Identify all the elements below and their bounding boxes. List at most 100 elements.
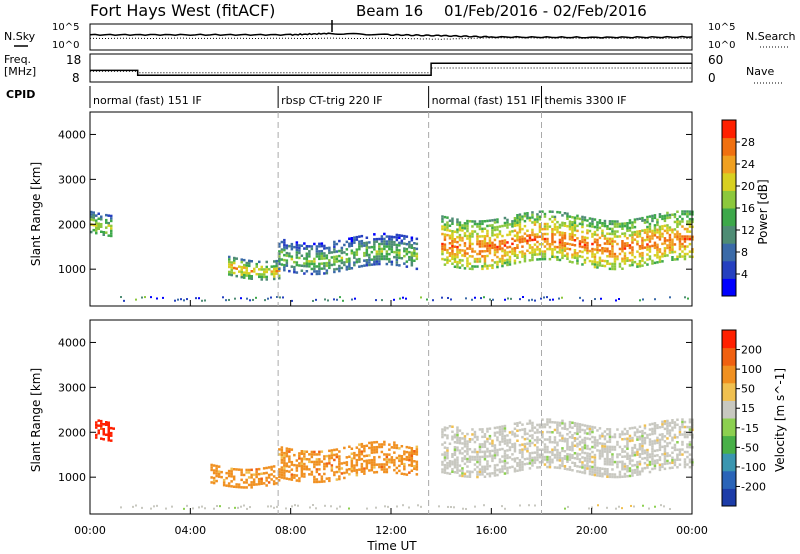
heatmap-cell [511,230,514,233]
heatmap-cell [563,242,567,245]
heatmap-cell [107,224,110,227]
heatmap-cell [668,441,672,445]
heatmap-cell [343,251,346,254]
heatmap-cell [551,235,554,238]
heatmap-cell [638,435,642,438]
heatmap-cell [275,262,278,265]
heatmap-cell [643,466,647,470]
heatmap-cell [626,440,629,443]
heatmap-cell [468,475,472,478]
heatmap-cell [673,421,677,424]
heatmap-cell [471,255,474,258]
heatmap-cell [606,242,609,245]
heatmap-cell [453,260,457,263]
heatmap-cell [558,258,562,262]
heatmap-cell [621,430,624,433]
heatmap-cell [671,213,674,216]
heatmap-cell [335,448,339,451]
heatmap-cell [310,247,314,251]
heatmap-cell [676,255,679,258]
heatmap-cell [483,475,487,478]
heatmap-cell [398,464,401,468]
heatmap-cell [591,435,594,439]
heatmap-cell [451,262,454,265]
heatmap-cell [531,248,534,252]
heatmap-cell [446,434,449,437]
heatmap-cell [661,463,664,466]
heatmap-cell [503,429,507,433]
heatmap-cell [613,473,617,476]
heatmap-cell [318,453,321,456]
heatmap-cell [355,471,359,474]
heatmap-cell [215,467,218,470]
heatmap-cell [478,473,482,476]
heatmap-cell [300,475,304,478]
heatmap-cell [608,438,612,441]
heatmap-cell [388,235,391,238]
heatmap-cell [558,223,562,227]
heatmap-cell [451,217,454,220]
heatmap-cell [375,255,379,258]
heatmap-cell [443,456,447,459]
heatmap-cell [388,252,391,256]
heatmap-cell [501,254,504,258]
heatmap-cell [538,215,542,218]
heatmap-cell [476,473,479,476]
heatmap-cell [330,454,334,457]
heatmap-cell [501,259,504,263]
heatmap-cell [633,220,637,224]
heatmap-cell [388,242,391,246]
colorbar-swatch [722,208,736,227]
heatmap-cell [628,221,632,225]
heatmap-cell [95,224,98,227]
heatmap-cell [636,430,639,434]
heatmap-cell [653,429,657,433]
heatmap-cell [518,250,522,254]
heatmap-cell [641,467,644,470]
heatmap-cell [558,431,562,435]
heatmap-cell [521,217,524,221]
heatmap-cell [568,232,572,236]
heatmap-cell [681,237,684,241]
heatmap-cell [561,437,564,440]
heatmap-cell [220,475,223,479]
heatmap-cell [353,241,356,244]
velocity-heatmap [95,418,694,510]
heatmap-cell [486,437,489,441]
heatmap-cell [295,464,299,467]
heatmap-cell [320,254,324,258]
heatmap-cell [468,255,472,258]
heatmap-cell [365,444,369,447]
heatmap-cell [110,217,113,220]
heatmap-cell [671,248,674,251]
heatmap-cell [558,434,562,437]
heatmap-cell [295,248,299,252]
heatmap-cell [628,251,632,255]
heatmap-cell [568,222,572,226]
heatmap-cell [558,251,562,254]
heatmap-cell [483,455,487,458]
heatmap-cell [338,450,341,453]
heatmap-cell [578,428,582,431]
heatmap-cell [446,258,449,262]
heatmap-cell [548,430,552,434]
heatmap-cell [400,460,404,463]
heatmap-cell [666,254,669,257]
heatmap-cell [518,218,522,221]
heatmap-cell [456,228,459,231]
heatmap-cell [538,461,542,464]
heatmap-cell [456,260,459,264]
heatmap-cell [561,457,564,460]
heatmap-cell [453,453,457,456]
heatmap-cell [653,449,657,453]
heatmap-cell [593,456,597,459]
heatmap-cell [601,432,604,435]
heatmap-cell [230,261,233,264]
heatmap-cell [491,459,494,463]
heatmap-cell [608,475,612,479]
heatmap-cell [493,426,497,430]
heatmap-cell [513,435,517,438]
heatmap-cell [325,464,329,468]
heatmap-cell [315,453,319,456]
heatmap-cell [548,455,552,459]
